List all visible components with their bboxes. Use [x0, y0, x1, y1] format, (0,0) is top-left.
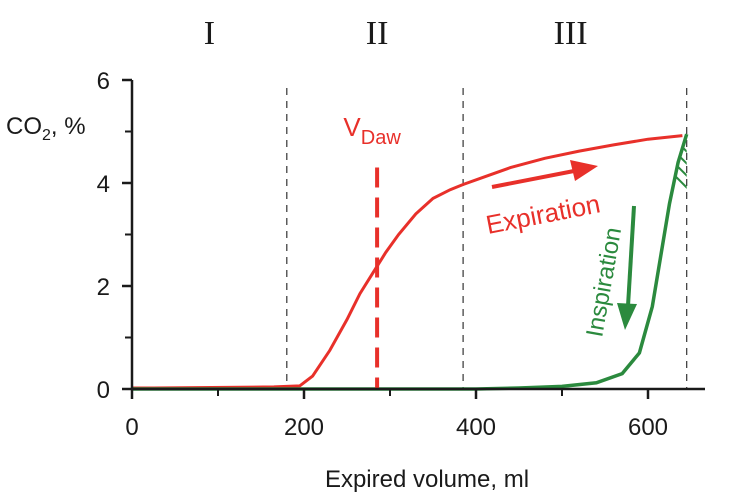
y-axis-ticks: 0 2 4 6: [97, 68, 132, 404]
vdaw-label: VDaw: [343, 112, 401, 149]
hatch-stripe: [638, 134, 687, 389]
vdaw-label-main: V: [343, 112, 361, 142]
expiration-arrow-shaft: [491, 169, 575, 189]
vdaw-label-sub: Daw: [361, 127, 402, 149]
y-axis-title-main: CO: [6, 113, 42, 140]
phase-label: I: [204, 15, 215, 52]
x-tick-label: 400: [456, 414, 496, 441]
inspiration-arrow-head: [617, 303, 637, 330]
x-tick-label: 0: [125, 414, 138, 441]
hatch-stripe: [662, 134, 687, 389]
inspiration-label: Inspiration: [581, 225, 627, 339]
hatch-stripe: [686, 134, 687, 389]
hatch-stripe: [723, 80, 730, 400]
x-axis-ticks: 0 200 400 600: [125, 389, 668, 441]
y-tick-label: 6: [97, 68, 110, 95]
phase-label: II: [366, 15, 389, 52]
expiration-arrow: [491, 160, 598, 189]
inspiration-arrow-shaft: [626, 205, 636, 307]
y-tick-label: 2: [97, 274, 110, 301]
phase-label: III: [554, 15, 588, 52]
y-tick-label: 4: [97, 171, 110, 198]
expiration-series-line: [132, 134, 683, 390]
phase-labels: I II III: [204, 15, 588, 52]
y-axis-title-sub: 2: [42, 127, 51, 144]
inspiration-arrow: [617, 205, 637, 330]
x-axis-title: Expired volume, ml: [325, 466, 529, 493]
phase-boundary-lines: [286, 88, 688, 389]
y-axis-title-suffix: , %: [51, 113, 86, 140]
x-tick-label: 600: [628, 414, 668, 441]
expiration-label: Expiration: [483, 188, 602, 240]
hatch-stripe: [674, 134, 687, 389]
hatch-stripe: [699, 80, 730, 400]
hatch-stripe: [711, 80, 730, 400]
expiration-arrow-head: [570, 160, 598, 181]
y-tick-label: 0: [97, 377, 110, 404]
x-tick-label: 200: [284, 414, 324, 441]
hatch-stripe: [626, 134, 687, 389]
y-axis-title: CO2, %: [6, 113, 86, 144]
